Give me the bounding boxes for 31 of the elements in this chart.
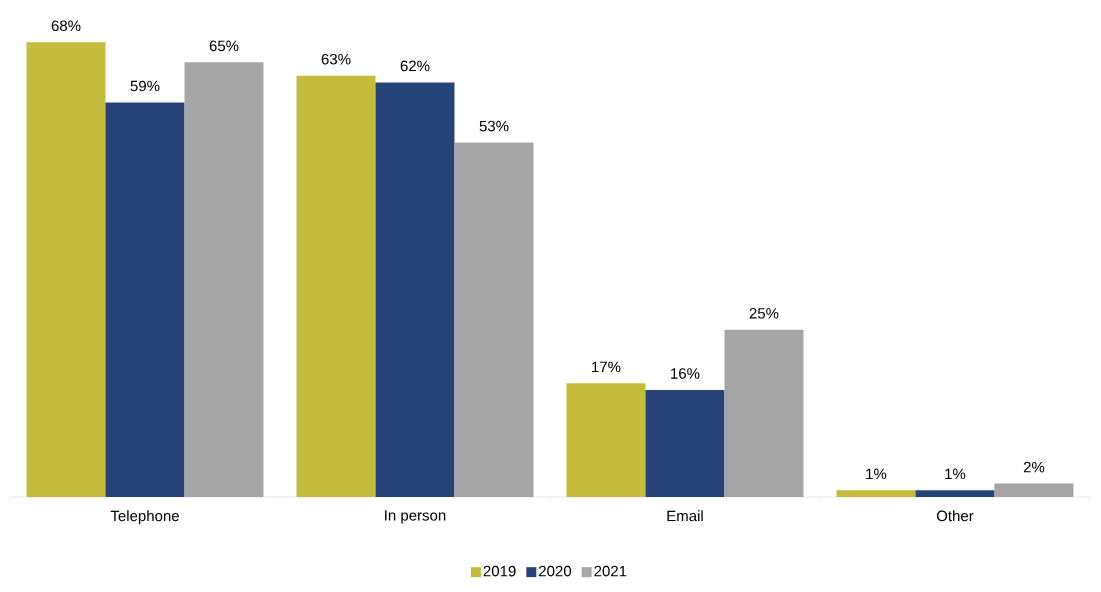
x-tick-label: In person (385, 510, 446, 524)
bar (454, 142, 534, 497)
data-label: 17% (592, 361, 621, 373)
x-tick-label: Telephone (110, 510, 179, 525)
bar (105, 102, 185, 497)
data-label: 62% (400, 60, 430, 72)
x-tick-label: Email (667, 510, 703, 522)
data-label: 25% (749, 308, 779, 319)
bar (296, 75, 376, 497)
bar (375, 82, 455, 497)
data-label: 68% (51, 20, 81, 32)
bar (915, 490, 995, 497)
bar (994, 483, 1074, 497)
bar (836, 490, 916, 497)
data-label: 2% (1023, 461, 1045, 473)
data-label: 59% (130, 80, 160, 92)
bar (645, 390, 725, 497)
legend-label: 2019 (483, 565, 516, 577)
x-tick-label: Other (936, 510, 974, 522)
data-label: 53% (479, 120, 509, 132)
legend-label: 2021 (594, 565, 627, 577)
data-label: 1% (945, 468, 966, 480)
data-label: 63% (321, 53, 351, 65)
bar (26, 42, 106, 497)
data-label: 1% (866, 468, 887, 480)
data-label: 65% (209, 40, 239, 52)
legend-label: 2020 (539, 565, 572, 577)
data-label: 16% (671, 368, 700, 379)
bar (184, 62, 264, 497)
bar (724, 329, 804, 497)
bar (566, 383, 646, 497)
